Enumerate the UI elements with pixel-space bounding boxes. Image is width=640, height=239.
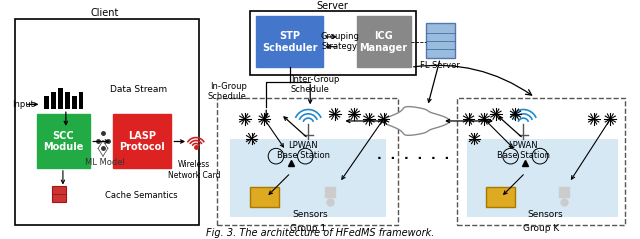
Bar (79, 92, 83, 109)
Polygon shape (230, 139, 387, 217)
Bar (52, 186, 66, 202)
Text: Data Stream: Data Stream (110, 85, 167, 94)
Bar (58, 88, 63, 109)
Bar (357, 16, 411, 67)
Text: Sensors: Sensors (527, 210, 563, 219)
Bar (218, 98, 398, 225)
Bar (113, 114, 172, 168)
Bar (426, 23, 455, 58)
Bar (36, 114, 90, 168)
Text: Cache Semantics: Cache Semantics (105, 191, 177, 200)
Bar (486, 187, 515, 207)
Text: Client: Client (91, 8, 119, 18)
Text: Sensors: Sensors (292, 210, 328, 219)
Text: SCC
Module: SCC Module (43, 131, 83, 152)
Text: Fig. 3. The architecture of HFedMS framework.: Fig. 3. The architecture of HFedMS frame… (206, 228, 434, 238)
Bar (257, 16, 323, 67)
Text: Server: Server (317, 1, 349, 11)
Bar (15, 19, 199, 225)
Text: FL Server: FL Server (420, 61, 460, 70)
Bar (44, 96, 49, 109)
Bar (65, 92, 70, 109)
Bar (250, 11, 416, 75)
Text: STP
Scheduler: STP Scheduler (262, 31, 317, 53)
Bar (51, 92, 56, 109)
Text: Inter-Group
Schedule: Inter-Group Schedule (291, 75, 339, 94)
Text: ICG
Manager: ICG Manager (360, 31, 408, 53)
Bar (72, 96, 77, 109)
Bar (457, 98, 625, 225)
Text: LPWAN
Base Station: LPWAN Base Station (497, 141, 550, 160)
Text: Grouping
Strategy: Grouping Strategy (320, 32, 359, 51)
Bar (250, 187, 279, 207)
Text: LPWAN
Base Station: LPWAN Base Station (277, 141, 330, 160)
Polygon shape (382, 107, 449, 135)
Text: Wireless
Network Card: Wireless Network Card (168, 160, 220, 179)
Text: ·  ·  ·  ·  ·  ·: · · · · · · (377, 152, 449, 165)
Text: Input: Input (12, 100, 34, 109)
Text: ML Model: ML Model (85, 158, 125, 168)
Text: Group K: Group K (523, 224, 559, 233)
Polygon shape (467, 139, 618, 217)
Text: LASP
Protocol: LASP Protocol (119, 131, 165, 152)
Text: Group 1: Group 1 (290, 224, 326, 233)
Text: In-Group
Schedule: In-Group Schedule (208, 82, 246, 101)
